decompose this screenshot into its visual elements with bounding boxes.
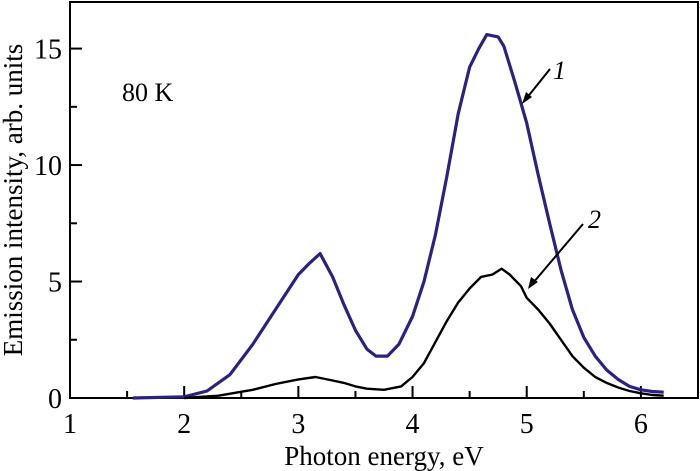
arrowhead-series-1 <box>522 92 532 104</box>
x-tick-label: 3 <box>291 409 305 440</box>
y-axis-label: Emission intensity, arb. units <box>0 44 28 357</box>
series-line-1 <box>132 32 664 400</box>
arrow-series-2 <box>532 223 584 284</box>
temperature-annotation: 80 K <box>122 78 174 107</box>
x-tick-label: 4 <box>406 409 420 440</box>
y-tick-label: 0 <box>48 384 62 415</box>
plot-frame <box>69 1 699 399</box>
x-tick-label: 2 <box>177 409 191 440</box>
arrow-series-1 <box>525 68 551 100</box>
y-tick-label: 5 <box>48 268 62 299</box>
x-axis-label: Photon energy, eV <box>284 441 484 471</box>
x-tick-label: 5 <box>520 409 534 440</box>
y-tick-label: 10 <box>34 151 62 182</box>
arrowhead-series-2 <box>528 277 538 289</box>
y-tick-label: 15 <box>34 35 62 66</box>
x-tick-label: 1 <box>63 409 77 440</box>
label-series-2: 2 <box>588 205 601 234</box>
label-series-1: 1 <box>553 56 566 85</box>
series-line-2 <box>184 267 664 400</box>
x-tick-label: 6 <box>634 409 648 440</box>
